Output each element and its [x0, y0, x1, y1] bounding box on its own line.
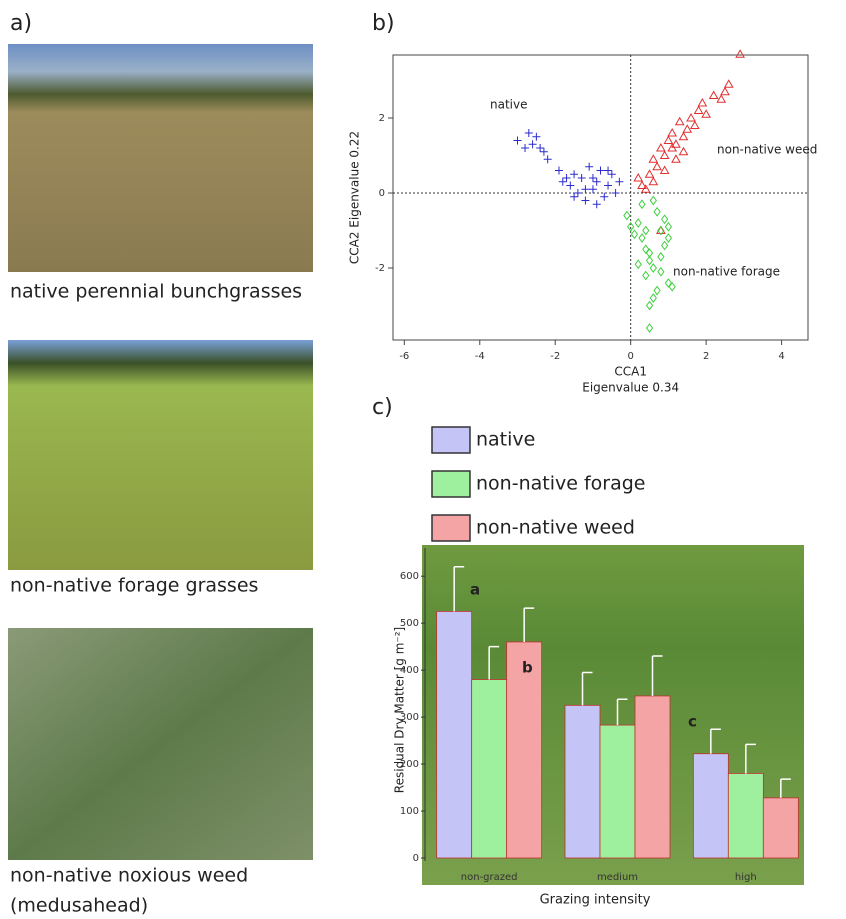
caption: native perennial bunchgrasses: [10, 281, 302, 303]
photo: [8, 340, 313, 570]
y-tick-label: 0: [413, 853, 419, 864]
bar: [565, 705, 600, 858]
y-tick-label: -2: [375, 263, 385, 274]
x-tick-label: -2: [550, 351, 560, 362]
photo: [8, 628, 313, 860]
y-tick-label: 2: [379, 113, 385, 124]
bar: [437, 611, 472, 858]
legend-label: non-native forage: [476, 473, 645, 495]
group-letter: b: [522, 659, 533, 677]
y-axis-label: CCA2 Eigenvalue 0.22: [348, 131, 362, 264]
y-axis-label: Residual Dry Matter [g m⁻²]: [393, 627, 407, 793]
x-tick-label: medium: [597, 872, 638, 883]
bar: [472, 680, 507, 858]
bar: [693, 754, 728, 858]
caption: non-native noxious weed: [10, 865, 248, 887]
panel-label: c): [372, 395, 393, 420]
bar: [728, 773, 763, 858]
x-tick-label: -6: [399, 351, 409, 362]
legend-swatch: [432, 471, 470, 497]
bar: [763, 798, 798, 858]
plot-frame: [393, 55, 808, 340]
y-tick-label: 600: [400, 571, 419, 582]
y-tick-label: 100: [400, 806, 419, 817]
photo: [8, 44, 313, 272]
legend-swatch: [432, 427, 470, 453]
panel-label: a): [10, 11, 32, 36]
x-tick-label: -4: [475, 351, 485, 362]
x-axis-label: Eigenvalue 0.34: [582, 381, 679, 395]
legend-swatch: [432, 515, 470, 541]
x-axis-label: Grazing intensity: [540, 893, 651, 908]
series-label: non-native weed: [717, 143, 817, 157]
group-letter: a: [470, 581, 480, 599]
y-tick-label: 0: [379, 188, 385, 199]
series-label: non-native forage: [673, 265, 780, 279]
legend-label: non-native weed: [476, 517, 635, 539]
caption: (medusahead): [10, 895, 148, 917]
bar: [600, 725, 635, 858]
x-tick-label: high: [735, 872, 757, 883]
legend-label: native: [476, 429, 535, 451]
x-tick-label: 0: [627, 351, 633, 362]
x-tick-label: 4: [778, 351, 784, 362]
panel-label: b): [372, 11, 395, 36]
figure: a) b) c) native perennial bunchgrasses n…: [0, 0, 846, 919]
series-label: native: [490, 98, 527, 112]
x-axis-label: CCA1: [614, 365, 647, 379]
bar: [635, 696, 670, 858]
caption: non-native forage grasses: [10, 575, 258, 597]
group-letter: c: [688, 713, 697, 731]
x-tick-label: 2: [703, 351, 709, 362]
x-tick-label: non-grazed: [461, 872, 518, 883]
